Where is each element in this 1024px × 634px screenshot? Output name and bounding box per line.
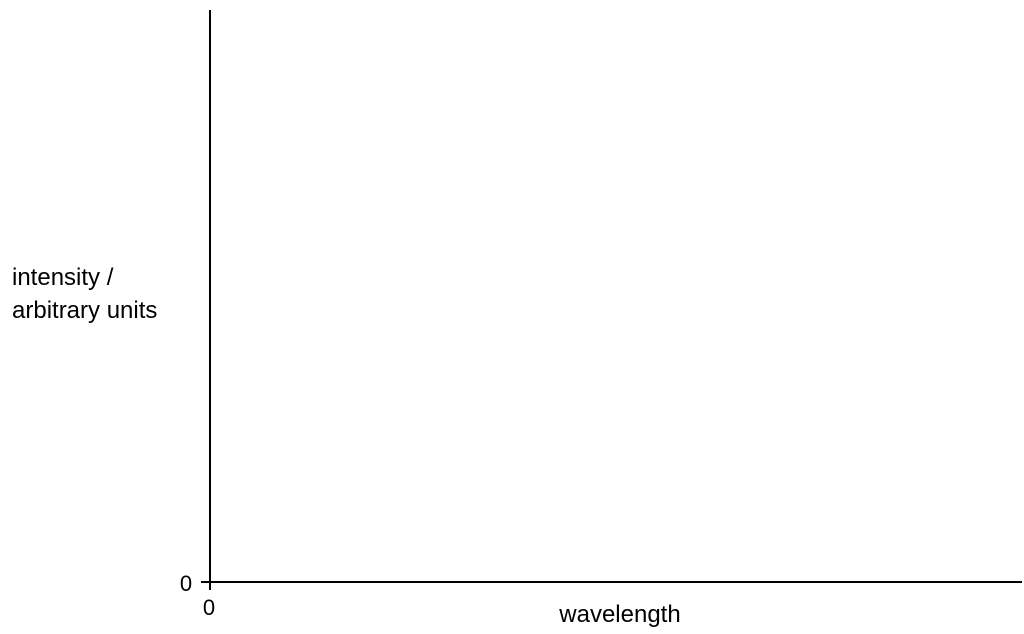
y-axis-label-line-2: arbitrary units — [12, 297, 157, 324]
x-tick-label-0: 0 — [203, 595, 215, 620]
y-tick-label-0: 0 — [180, 571, 192, 596]
y-axis-label-line-1: intensity / — [12, 264, 114, 291]
x-axis-label: wavelength — [558, 601, 680, 628]
